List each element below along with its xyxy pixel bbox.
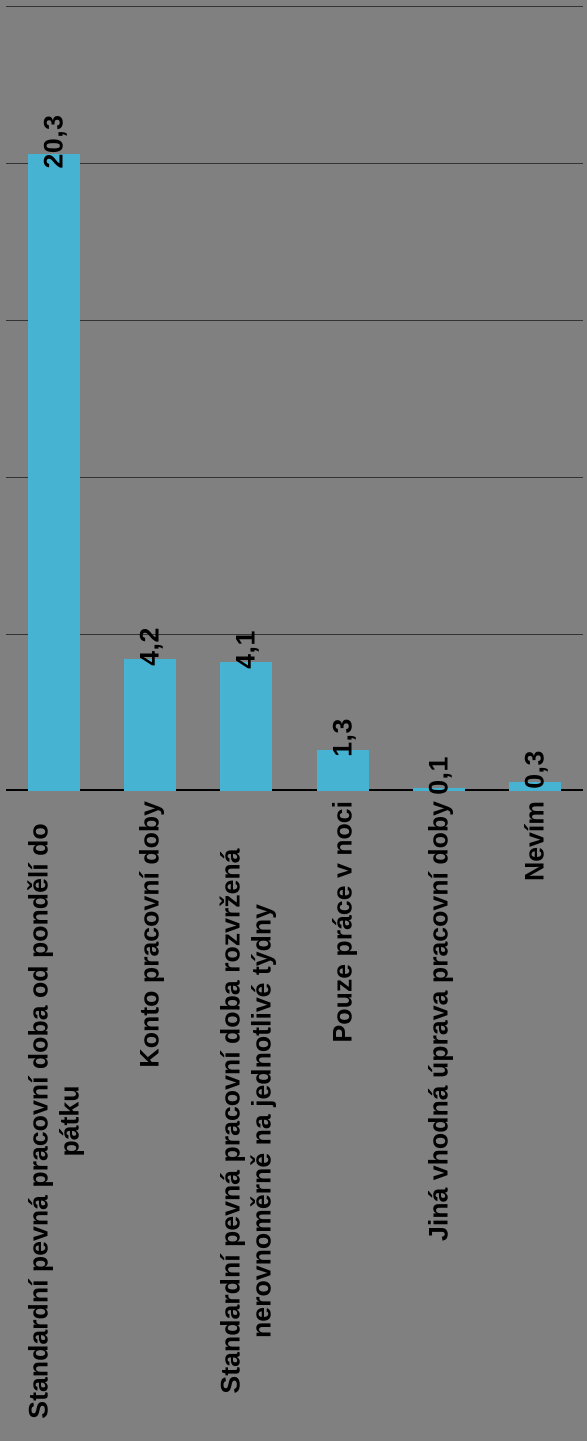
x-axis-label: Konto pracovní doby: [135, 801, 166, 1068]
x-axis-labels: Standardní pevná pracovní doba od ponděl…: [6, 801, 583, 1433]
bar-value-label: 4,1: [231, 630, 262, 669]
bar-chart: 20,3 4,2 4,1 1,3 0,1: [0, 0, 587, 1441]
bar-slot: 20,3: [6, 6, 102, 791]
bar: 1,3: [317, 750, 369, 791]
bar: 20,3: [28, 154, 80, 791]
x-axis-label: Jiná vhodná úprava pracovní doby: [423, 801, 454, 1241]
bar: 0,3: [509, 782, 561, 791]
x-label-slot: Standardní pevná pracovní doba od ponděl…: [6, 801, 102, 1433]
bar: 0,1: [413, 788, 465, 791]
plot-area: 20,3 4,2 4,1 1,3 0,1: [6, 6, 583, 791]
x-label-slot: Standardní pevná pracovní doba rozvržená…: [198, 801, 294, 1433]
bar-value-label: 0,3: [519, 750, 550, 789]
bars-container: 20,3 4,2 4,1 1,3 0,1: [6, 6, 583, 791]
bar-slot: 0,1: [391, 6, 487, 791]
bar-slot: 4,2: [102, 6, 198, 791]
bar-value-label: 1,3: [327, 718, 358, 757]
bar-value-label: 20,3: [39, 114, 70, 168]
bar-value-label: 4,2: [135, 627, 166, 666]
x-label-slot: Konto pracovní doby: [102, 801, 198, 1433]
bar: 4,1: [220, 662, 272, 791]
x-label-slot: Nevím: [487, 801, 583, 1433]
bar-value-label: 0,1: [423, 756, 454, 795]
x-axis-label: Pouze práce v noci: [327, 801, 358, 1042]
bar: 4,2: [124, 659, 176, 791]
x-axis-label: Standardní pevná pracovní doba od ponděl…: [23, 801, 84, 1441]
bar-slot: 1,3: [295, 6, 391, 791]
bar-slot: 0,3: [487, 6, 583, 791]
x-axis-label: Nevím: [519, 801, 550, 881]
bar-slot: 4,1: [198, 6, 294, 791]
x-label-slot: Pouze práce v noci: [295, 801, 391, 1433]
x-axis-label: Standardní pevná pracovní doba rozvržená…: [216, 801, 277, 1441]
x-label-slot: Jiná vhodná úprava pracovní doby: [391, 801, 487, 1433]
